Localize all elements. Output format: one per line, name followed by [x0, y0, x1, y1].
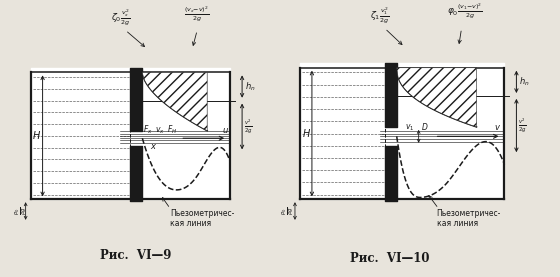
Text: $h_n$: $h_n$: [245, 80, 256, 93]
Text: Рис.  VI—9: Рис. VI—9: [100, 249, 171, 262]
Text: $\frac{p_0}{\rho g}$: $\frac{p_0}{\rho g}$: [14, 207, 29, 216]
Text: Рис.  VI—10: Рис. VI—10: [350, 252, 430, 265]
Polygon shape: [396, 68, 477, 127]
Text: $\varphi_0\frac{(v_1{-}v)^2}{2g}$: $\varphi_0\frac{(v_1{-}v)^2}{2g}$: [447, 2, 483, 21]
Text: $v_1$: $v_1$: [405, 123, 414, 133]
Text: v: v: [494, 123, 500, 132]
Text: $\frac{v^2}{2g}$: $\frac{v^2}{2g}$: [519, 117, 527, 134]
Text: $\frac{v^2}{2g}$: $\frac{v^2}{2g}$: [244, 118, 253, 135]
Text: D: D: [422, 123, 427, 132]
Text: $\zeta_0\frac{v_x^2}{2g}$: $\zeta_0\frac{v_x^2}{2g}$: [111, 7, 130, 27]
Text: $\zeta_1\frac{v_1^2}{2g}$: $\zeta_1\frac{v_1^2}{2g}$: [370, 6, 389, 25]
Text: u: u: [222, 125, 227, 135]
Text: H: H: [302, 129, 310, 138]
Text: $\frac{p_0}{\rho g}$: $\frac{p_0}{\rho g}$: [281, 207, 296, 216]
Text: $\frac{(v_x{-}v)^2}{2g}$: $\frac{(v_x{-}v)^2}{2g}$: [184, 4, 210, 24]
Text: Пьезометричес-
кая линия: Пьезометричес- кая линия: [437, 209, 501, 228]
Polygon shape: [142, 73, 207, 131]
Text: Пьезометричес-
кая линия: Пьезометричес- кая линия: [170, 209, 235, 228]
Text: $F_H$: $F_H$: [167, 124, 178, 136]
Text: $v_x$: $v_x$: [155, 125, 165, 136]
Text: $F_x$: $F_x$: [143, 124, 153, 136]
Text: $h_n$: $h_n$: [520, 76, 530, 88]
Text: H: H: [33, 131, 40, 141]
Text: x: x: [150, 142, 155, 152]
